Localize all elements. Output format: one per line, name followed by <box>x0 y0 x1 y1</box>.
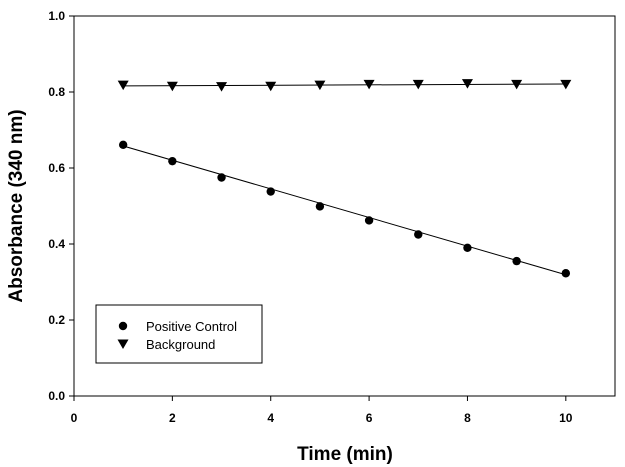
plot-area-frame <box>73 15 616 397</box>
y-tick-label: 0.6 <box>48 161 65 175</box>
regression-lines <box>123 83 566 276</box>
x-tick-label: 4 <box>267 411 274 425</box>
y-tick-label: 1.0 <box>48 9 65 23</box>
data-point-background <box>511 79 523 90</box>
data-point-positive-control <box>217 173 226 182</box>
x-axis-ticks: 0 2 4 6 8 10 <box>71 396 573 425</box>
data-point-background <box>265 81 277 92</box>
data-point-positive-control <box>364 216 374 225</box>
fit-line-series-0 <box>123 145 566 276</box>
data-point-positive-control <box>118 140 128 150</box>
data-markers <box>117 79 572 278</box>
legend-marker-positive-control <box>118 321 128 331</box>
data-point-background <box>314 80 326 91</box>
data-point-positive-control <box>414 230 423 239</box>
data-point-background <box>560 79 572 90</box>
legend: Positive Control Background <box>95 304 263 364</box>
x-tick-label: 8 <box>464 411 471 425</box>
data-point-positive-control <box>266 187 275 196</box>
data-point-background <box>166 81 178 92</box>
data-point-positive-control <box>561 269 571 278</box>
data-point-positive-control <box>168 156 177 166</box>
x-axis-title: Time (min) <box>297 444 393 465</box>
legend-box <box>95 304 263 364</box>
x-tick-label: 10 <box>559 411 573 425</box>
legend-label-positive-control: Positive Control <box>146 319 237 334</box>
data-point-background <box>461 79 473 89</box>
fit-line-series-1 <box>123 83 566 87</box>
data-point-background <box>363 79 375 90</box>
x-tick-label: 0 <box>71 411 78 425</box>
y-tick-label: 0.8 <box>48 85 65 99</box>
y-axis-ticks: 0.0 0.2 0.4 0.6 0.8 1.0 <box>48 9 74 403</box>
data-point-background <box>412 79 424 90</box>
data-point-positive-control <box>315 202 325 211</box>
y-tick-label: 0.2 <box>48 313 65 327</box>
data-point-background <box>216 82 228 92</box>
legend-marker-background <box>117 339 129 349</box>
data-point-background <box>117 80 129 91</box>
data-point-positive-control <box>512 256 521 266</box>
y-axis-title: Absorbance (340 nm) <box>6 109 27 302</box>
y-tick-label: 0.4 <box>48 237 65 251</box>
x-tick-label: 6 <box>366 411 373 425</box>
y-tick-label: 0.0 <box>48 389 65 403</box>
legend-label-background: Background <box>146 337 215 352</box>
data-point-positive-control <box>463 243 472 252</box>
x-tick-label: 2 <box>169 411 176 425</box>
